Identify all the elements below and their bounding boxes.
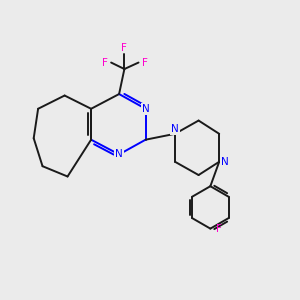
- Text: F: F: [102, 58, 108, 68]
- Text: F: F: [122, 43, 127, 53]
- Text: F: F: [216, 224, 221, 234]
- Text: N: N: [171, 124, 179, 134]
- Text: F: F: [142, 58, 148, 68]
- Text: N: N: [115, 149, 123, 159]
- Text: N: N: [220, 157, 228, 167]
- Text: N: N: [142, 104, 149, 114]
